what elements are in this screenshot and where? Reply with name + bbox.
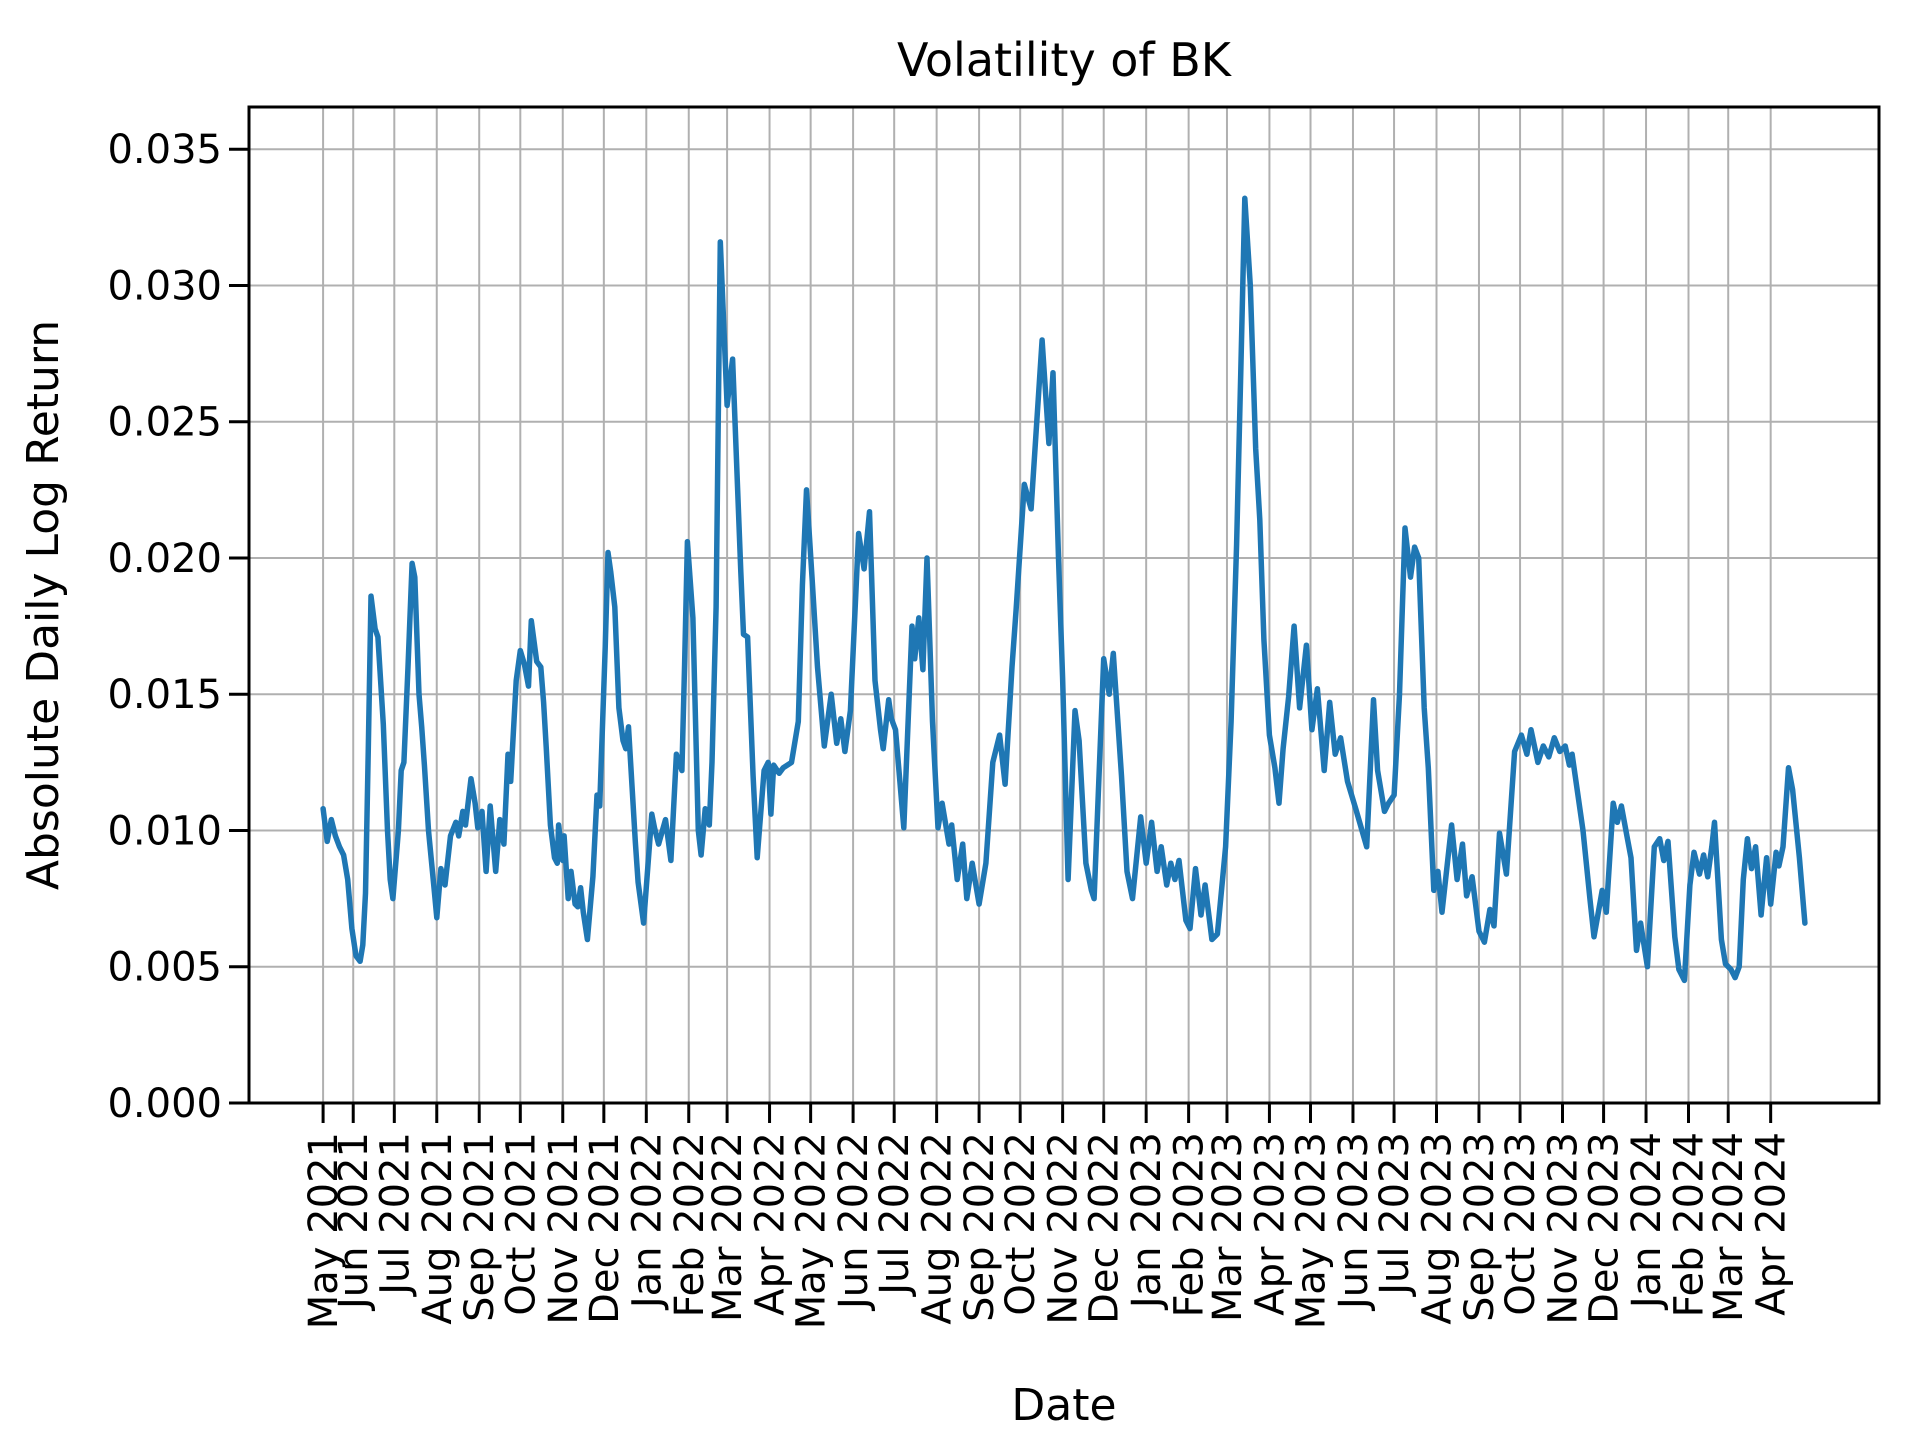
- y-tick-label: 0.035: [107, 127, 222, 173]
- y-tick-label: 0.020: [107, 536, 222, 582]
- x-tick-label: Jan 2024: [1624, 1132, 1670, 1311]
- x-axis-label: Date: [1011, 1380, 1116, 1431]
- grid-lines: [249, 107, 1879, 1104]
- x-tick-label: May 2022: [789, 1132, 835, 1329]
- series-layer: [320, 195, 1808, 984]
- x-tick-label: Mar 2024: [1706, 1132, 1752, 1322]
- chart-title: Volatility of BK: [897, 33, 1233, 87]
- x-tick-label: Feb 2023: [1167, 1132, 1213, 1317]
- x-tick-label: Jun 2022: [831, 1132, 877, 1312]
- x-tick-label: Aug 2021: [415, 1132, 461, 1325]
- x-tick-label: Sep 2021: [457, 1132, 503, 1322]
- x-tick-label: Jul 2022: [872, 1132, 918, 1298]
- series-line: [320, 195, 1808, 984]
- x-tick-label: Mar 2022: [705, 1132, 751, 1322]
- x-tick-label: Jan 2023: [1124, 1132, 1170, 1311]
- plot-border: [247, 105, 1881, 1105]
- x-tick-label: Dec 2021: [582, 1132, 628, 1324]
- x-tick-label: Apr 2022: [748, 1132, 794, 1316]
- x-tick-label: Jun 2021: [331, 1132, 377, 1312]
- x-tick-label: May 2021: [301, 1132, 347, 1329]
- x-tick-label: Aug 2023: [1415, 1132, 1461, 1325]
- y-tick-label: 0.010: [107, 808, 222, 854]
- x-tick-label: Jan 2022: [624, 1132, 670, 1311]
- x-tick-label: Jun 2023: [1331, 1132, 1377, 1312]
- tick-marks: [229, 147, 1773, 1123]
- x-tick-label: Nov 2023: [1541, 1132, 1587, 1325]
- x-tick-label: Jul 2023: [1372, 1132, 1418, 1298]
- y-tick-label: 0.005: [107, 945, 222, 991]
- x-tick-label: Sep 2023: [1457, 1132, 1503, 1322]
- x-tick-label: Apr 2023: [1247, 1132, 1293, 1316]
- x-tick-label: May 2023: [1289, 1132, 1335, 1329]
- x-tick-label: Nov 2022: [1041, 1132, 1087, 1325]
- x-tick-label: Dec 2023: [1582, 1132, 1628, 1324]
- x-tick-label: Oct 2021: [498, 1132, 544, 1316]
- x-tick-label: Feb 2022: [667, 1132, 713, 1317]
- x-tick-label: Oct 2023: [1498, 1132, 1544, 1316]
- x-tick-label: Aug 2022: [915, 1132, 961, 1325]
- y-axis-label: Absolute Daily Log Return: [18, 320, 69, 890]
- y-tick-label: 0.015: [107, 672, 222, 718]
- x-tick-label: Apr 2024: [1749, 1132, 1795, 1316]
- x-tick-label: Oct 2022: [998, 1132, 1044, 1316]
- y-tick-label: 0.025: [107, 400, 222, 446]
- x-tick-label: Dec 2022: [1082, 1132, 1128, 1324]
- y-tick-label: 0.000: [107, 1081, 222, 1127]
- x-tick-label: Sep 2022: [957, 1132, 1003, 1322]
- x-tick-label: Nov 2021: [541, 1132, 587, 1325]
- x-tick-label: Mar 2023: [1205, 1132, 1251, 1322]
- y-tick-label: 0.030: [107, 263, 222, 309]
- x-tick-label: Feb 2024: [1667, 1132, 1713, 1317]
- x-tick-label: Jul 2021: [372, 1132, 418, 1298]
- plot-spines: [247, 105, 1881, 1105]
